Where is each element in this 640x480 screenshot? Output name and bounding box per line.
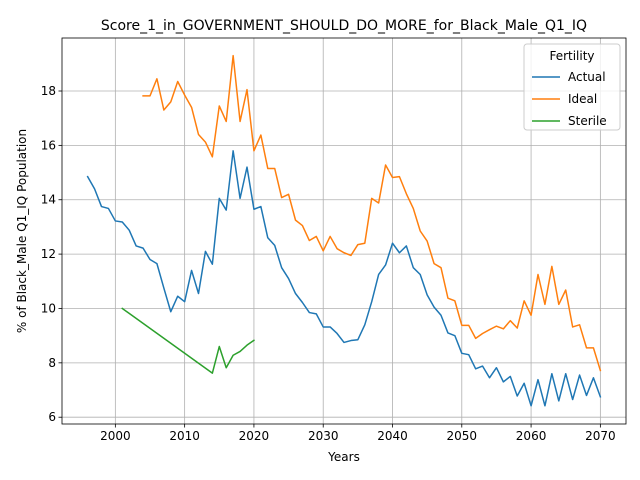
chart-title: Score_1_in_GOVERNMENT_SHOULD_DO_MORE_for… (101, 18, 587, 34)
x-tick-label: 2010 (169, 429, 200, 443)
series-line-ideal (142, 54, 602, 372)
legend-label-ideal: Ideal (568, 92, 597, 106)
x-tick-label: 2070 (585, 429, 616, 443)
legend-label-sterile: Sterile (568, 114, 607, 128)
legend-title: Fertility (549, 49, 594, 63)
x-tick-label: 2040 (377, 429, 408, 443)
legend-box (523, 43, 621, 131)
series-lines (86, 54, 602, 407)
series-line-actual (86, 150, 602, 407)
y-tick-label: 12 (41, 247, 56, 261)
x-tick-label: 2020 (239, 429, 270, 443)
series-line-sterile (121, 307, 255, 374)
x-axis-label: Years (327, 450, 360, 464)
y-tick-label: 16 (41, 138, 56, 152)
legend-items: Actual Ideal Sterile (532, 70, 607, 128)
y-axis-label: % of Black_Male Q1_IQ Population (15, 129, 29, 333)
axis-ticks: 2000 2010 2020 2030 2040 2050 2060 2070 6 8 10 12 14… (41, 84, 616, 443)
y-tick-label: 6 (48, 410, 56, 424)
y-tick-label: 8 (48, 356, 56, 370)
y-tick-label: 18 (41, 84, 56, 98)
plot-frame (61, 37, 627, 425)
y-tick-label: 14 (41, 193, 56, 207)
legend-label-actual: Actual (568, 70, 606, 84)
legend: Fertility Actual Ideal Sterile (523, 43, 621, 131)
x-tick-label: 2060 (516, 429, 547, 443)
x-tick-label: 2000 (100, 429, 131, 443)
x-tick-label: 2050 (447, 429, 478, 443)
y-tick-label: 10 (41, 301, 56, 315)
x-tick-label: 2030 (308, 429, 339, 443)
